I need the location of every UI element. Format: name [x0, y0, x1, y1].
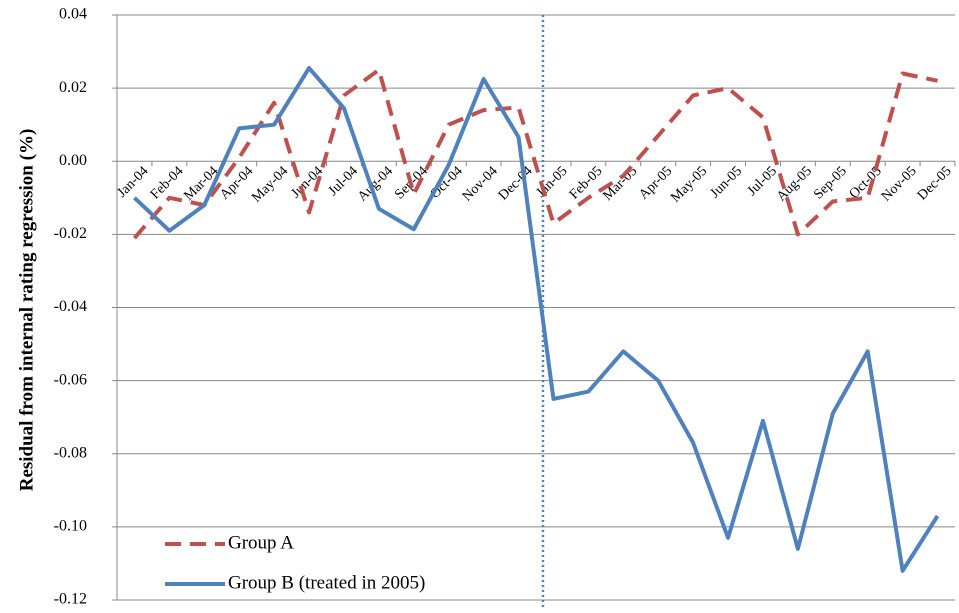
- y-tick-label: 0.02: [59, 79, 87, 96]
- x-tick-label: Dec-04: [496, 164, 536, 204]
- x-tick-label: Jun-05: [708, 164, 746, 202]
- x-tick-label: Oct-05: [847, 164, 885, 202]
- y-tick-label: 0.04: [59, 6, 87, 23]
- y-tick-label: -0.06: [54, 371, 87, 388]
- x-tick-label: Nov-04: [460, 164, 501, 205]
- y-tick-label: 0.00: [59, 152, 87, 169]
- x-tick-label: May-05: [668, 164, 710, 206]
- series-line: [133, 66, 940, 573]
- x-tick-label: Feb-05: [567, 164, 606, 203]
- y-tick-label: -0.08: [54, 444, 87, 461]
- x-tick-label: May-04: [249, 164, 291, 206]
- x-tick-label: Sep-05: [811, 164, 850, 203]
- x-tick-label: Nov-05: [879, 164, 920, 205]
- y-tick-label: -0.02: [54, 225, 87, 242]
- legend-label: Group B (treated in 2005): [228, 572, 425, 593]
- series-line: [132, 67, 938, 240]
- x-tick-label: Dec-05: [915, 164, 955, 204]
- x-tick-label: Jan-04: [115, 164, 152, 201]
- x-tick-label: Mar-05: [600, 164, 640, 204]
- y-tick-label: -0.10: [54, 518, 87, 535]
- y-tick-label: -0.04: [54, 298, 87, 315]
- y-tick-label: -0.12: [54, 591, 87, 608]
- x-tick-label: Aug-05: [774, 164, 815, 205]
- legend-label: Group A: [228, 532, 294, 553]
- x-tick-label: Feb-04: [148, 164, 187, 203]
- y-axis-label: Residual from internal rating regression…: [16, 129, 37, 492]
